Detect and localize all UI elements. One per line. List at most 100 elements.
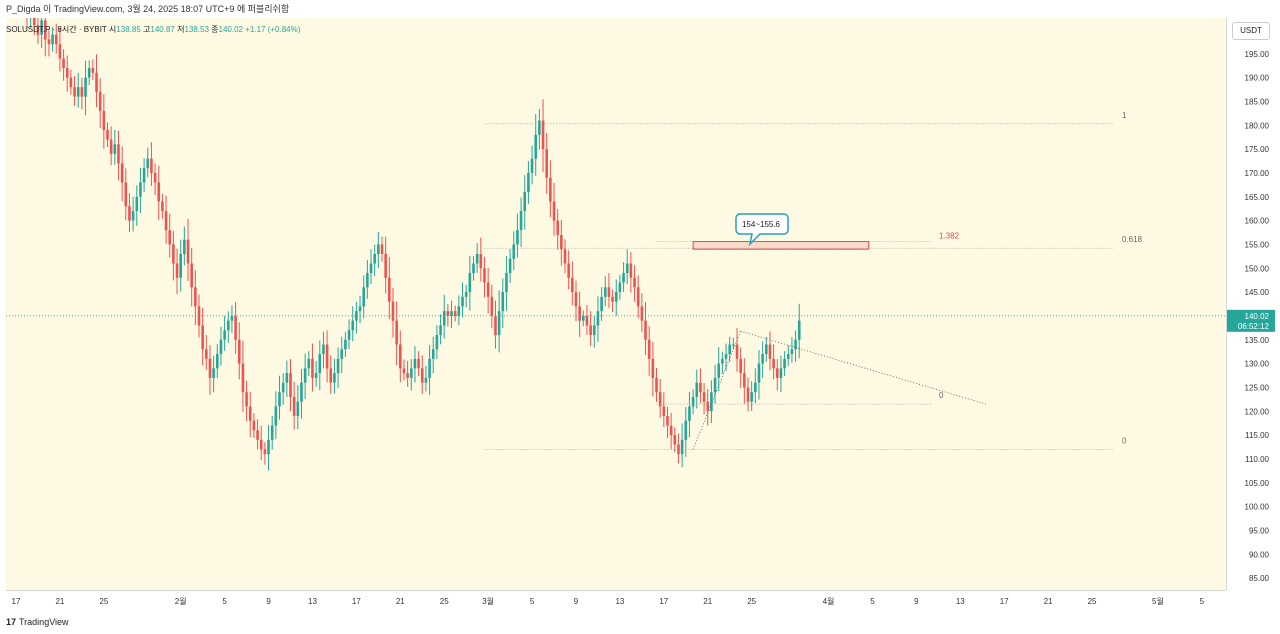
time-tick-label: 9 bbox=[574, 597, 579, 606]
candle bbox=[435, 325, 439, 360]
candle-body bbox=[786, 354, 790, 359]
footer-brand[interactable]: 17 TradingView bbox=[6, 614, 69, 630]
candle-body bbox=[362, 287, 365, 307]
candle-body bbox=[113, 144, 117, 154]
time-tick-label: 2월 bbox=[175, 596, 187, 606]
candle bbox=[300, 369, 303, 419]
candle bbox=[76, 72, 80, 108]
candle-body bbox=[69, 77, 73, 88]
candle-body bbox=[409, 368, 413, 378]
candle bbox=[223, 315, 226, 351]
candle bbox=[40, 18, 43, 48]
chart-area[interactable]: 1 0.618 0 1.382 0 154~155.6 bbox=[6, 18, 1226, 590]
candle bbox=[179, 239, 182, 292]
time-tick-label: 21 bbox=[703, 597, 712, 606]
candle bbox=[571, 261, 574, 306]
candle-body bbox=[395, 320, 398, 345]
candle bbox=[750, 381, 753, 412]
candle-body bbox=[139, 182, 142, 197]
candle bbox=[754, 368, 757, 404]
candle-body bbox=[98, 91, 102, 111]
candle-body bbox=[91, 68, 95, 73]
candle bbox=[329, 355, 333, 395]
candle bbox=[30, 18, 32, 28]
candle bbox=[508, 248, 512, 283]
candle bbox=[702, 382, 706, 415]
candle-body bbox=[281, 382, 285, 393]
candle-body bbox=[651, 358, 655, 378]
candle-body bbox=[688, 406, 691, 421]
candle-body bbox=[164, 211, 168, 231]
candle-body bbox=[267, 439, 270, 455]
candle bbox=[523, 175, 527, 230]
candle-body bbox=[691, 396, 695, 407]
currency-selector[interactable]: USDT bbox=[1232, 22, 1270, 40]
candle-body bbox=[516, 230, 519, 245]
time-tick-label: 25 bbox=[1088, 597, 1097, 606]
candle-body bbox=[124, 182, 128, 207]
candle bbox=[399, 330, 402, 383]
candle bbox=[325, 330, 329, 383]
candle-body bbox=[65, 68, 69, 78]
candle-body bbox=[468, 273, 472, 293]
candle-body bbox=[633, 277, 636, 288]
candle-body bbox=[194, 287, 197, 307]
candle-body bbox=[226, 320, 230, 331]
chart-plot[interactable]: 1 0.618 0 1.382 0 154~155.6 bbox=[6, 18, 1226, 590]
candle-body bbox=[549, 177, 552, 202]
candle bbox=[772, 344, 775, 380]
candle bbox=[212, 355, 215, 393]
price-tick-label: 145.00 bbox=[1245, 288, 1270, 297]
price-tick-label: 170.00 bbox=[1245, 169, 1270, 178]
candle-body bbox=[783, 358, 786, 369]
candle-body bbox=[186, 239, 190, 264]
price-tick-label: 95.00 bbox=[1249, 526, 1270, 535]
candle-body bbox=[673, 435, 677, 445]
candle-body bbox=[223, 330, 226, 340]
candle bbox=[512, 231, 516, 271]
candle bbox=[420, 355, 424, 395]
time-tick-label: 17 bbox=[12, 597, 21, 606]
time-tick-label: 17 bbox=[659, 597, 668, 606]
price-axis[interactable]: 85.00 90.00 95.00 100.00 105.00 110.00 115.00 1… bbox=[1226, 18, 1275, 590]
candle-body bbox=[80, 87, 84, 97]
candle bbox=[501, 278, 505, 329]
candle-body bbox=[464, 292, 468, 297]
candle bbox=[560, 220, 563, 266]
candle bbox=[80, 77, 84, 110]
candle-body bbox=[314, 373, 318, 378]
candle-body bbox=[399, 344, 402, 369]
candle bbox=[669, 412, 673, 450]
candle bbox=[673, 427, 677, 453]
candle bbox=[153, 163, 157, 196]
time-tick-label: 9 bbox=[914, 597, 919, 606]
candle bbox=[142, 158, 146, 193]
candle-body bbox=[43, 20, 47, 40]
candle bbox=[713, 364, 717, 404]
candle bbox=[695, 369, 699, 409]
candle bbox=[47, 28, 51, 57]
candle bbox=[538, 109, 541, 150]
candle-body bbox=[106, 130, 109, 140]
candle bbox=[168, 213, 172, 258]
candle bbox=[230, 305, 234, 333]
symbol-label[interactable]: SOLUSDT.P · 8시간 · BYBIT bbox=[6, 25, 107, 34]
open-label: 시 bbox=[108, 25, 117, 34]
candle-body bbox=[629, 263, 633, 278]
candle-body bbox=[457, 306, 461, 316]
candle bbox=[87, 60, 91, 86]
symbol-legend: SOLUSDT.P · 8시간 · BYBIT 시138.85 고140.87 … bbox=[6, 24, 300, 35]
candle bbox=[479, 237, 483, 282]
time-axis[interactable]: 17 21 25 2월 5 9 13 17 21 25 3월 5 9 13 17 21 25 4월 5 9 13 17 21… bbox=[6, 590, 1226, 611]
time-tick-label: 5 bbox=[222, 597, 227, 606]
candle-body bbox=[150, 158, 153, 173]
candle bbox=[366, 259, 369, 299]
time-tick-label: 13 bbox=[615, 597, 624, 606]
candle bbox=[303, 353, 307, 400]
candle-body bbox=[761, 354, 764, 364]
high-label: 고 bbox=[143, 25, 151, 34]
candle-body bbox=[128, 206, 131, 221]
candle bbox=[677, 433, 680, 464]
candle-body bbox=[157, 182, 161, 202]
candle bbox=[311, 343, 314, 392]
